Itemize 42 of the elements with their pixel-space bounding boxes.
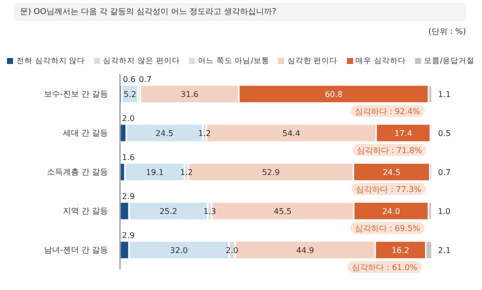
data-label: 60.8: [324, 90, 343, 99]
data-label: 0.5: [438, 129, 451, 138]
y-tick-label: 소득계층 간 갈등: [46, 168, 108, 176]
y-tick-label: 세대 간 갈등: [62, 128, 108, 138]
annotation: 심각하다 : 71.8%: [356, 146, 422, 155]
y-tick-label: 보수-진보 간 갈등: [44, 90, 108, 98]
y-tick-label: 지역 간 갈등: [62, 206, 108, 216]
data-label: 1.2: [180, 168, 193, 177]
annotation: 심각하다 : 77.3%: [356, 185, 422, 194]
data-label: 0.7: [438, 168, 451, 177]
data-label: 5.2: [124, 90, 136, 99]
data-label: 16.2: [392, 246, 410, 255]
chart-title: 문) OO님께서는 다음 각 갈등의 심각성이 어느 정도라고 생각하십니까?: [14, 3, 466, 21]
annotation: 심각하다 : 69.5%: [354, 224, 421, 233]
data-label: 24.0: [382, 207, 400, 216]
data-label: 1.1: [438, 90, 451, 99]
data-label: 24.5: [382, 168, 400, 177]
data-label: 1.6: [122, 153, 135, 162]
data-label: 44.9: [296, 246, 314, 255]
data-label: 2.9: [122, 192, 135, 201]
data-label: 1.0: [438, 207, 450, 216]
annotation: 심각하다 : 61.0%: [352, 263, 418, 272]
data-label: 1.2: [198, 129, 211, 138]
data-label: 2.0: [122, 114, 135, 123]
chart-subtitle: (단위 : %): [428, 26, 466, 37]
data-label: 31.6: [180, 90, 198, 99]
data-label: 2.9: [122, 231, 135, 240]
data-label: 25.2: [159, 207, 178, 216]
data-label: 45.5: [274, 207, 292, 216]
data-label: 52.9: [262, 168, 280, 177]
data-label: 2.1: [438, 246, 451, 255]
annotation: 심각하다 : 92.4%: [354, 107, 421, 116]
data-label: 54.4: [282, 129, 300, 138]
data-label: 0.7: [138, 75, 152, 84]
data-label: 1.3: [203, 207, 216, 216]
data-label: 2.0: [226, 246, 238, 255]
data-label: 19.1: [146, 168, 164, 177]
data-label: 0.6: [122, 75, 136, 84]
data-label: 32.0: [170, 246, 188, 255]
y-tick-label: 남녀-젠더 간 갈등: [44, 246, 108, 254]
data-label: 17.4: [394, 129, 412, 138]
data-label: 24.5: [156, 129, 174, 138]
